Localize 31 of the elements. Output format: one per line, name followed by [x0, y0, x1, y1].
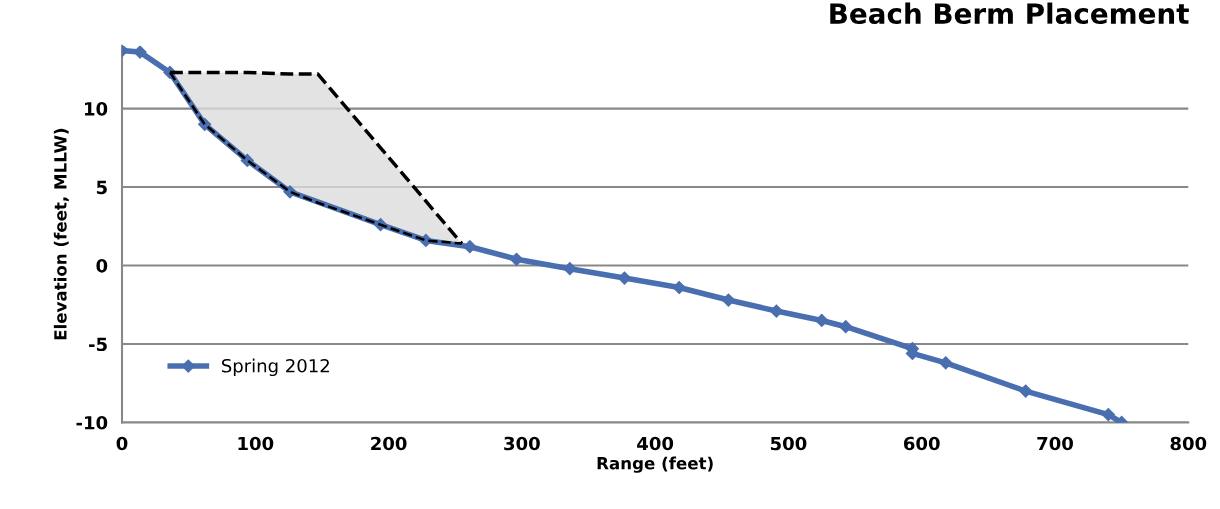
point: [563, 262, 577, 276]
y-tick-label: 10: [85, 102, 108, 116]
point: [463, 240, 477, 254]
y-axis-title: Elevation (feet, MLLW): [53, 128, 69, 340]
point: [839, 320, 853, 334]
x-tick-label: 600: [903, 436, 940, 451]
point: [815, 313, 829, 328]
y-tick-label: 0: [96, 258, 108, 273]
point: [672, 280, 686, 295]
y-tick-label: 5: [96, 180, 107, 195]
x-tick-label: 0: [116, 436, 128, 451]
x-tick-label: 300: [504, 436, 540, 451]
point: [509, 252, 524, 266]
x-tick-label: 400: [637, 436, 674, 451]
x-tick-label: 200: [371, 436, 407, 451]
x-tick-label: 100: [238, 436, 274, 451]
point: [721, 293, 736, 307]
x-tick-label: 800: [1170, 436, 1207, 451]
chart-title: Beach Berm Placement: [830, 2, 1189, 25]
point: [1019, 384, 1033, 398]
x-axis-title: Range (feet): [597, 456, 713, 473]
point: [617, 271, 632, 285]
point: [1101, 408, 1115, 422]
point: [939, 356, 953, 370]
y-tick-label: -5: [89, 337, 107, 352]
y-tick-label: -10: [76, 415, 108, 430]
x-tick-label: 500: [770, 436, 807, 451]
point: [769, 304, 784, 318]
legend-label: Spring 2012: [221, 358, 329, 377]
point: [133, 45, 147, 59]
x-tick-label: 700: [1037, 436, 1073, 451]
